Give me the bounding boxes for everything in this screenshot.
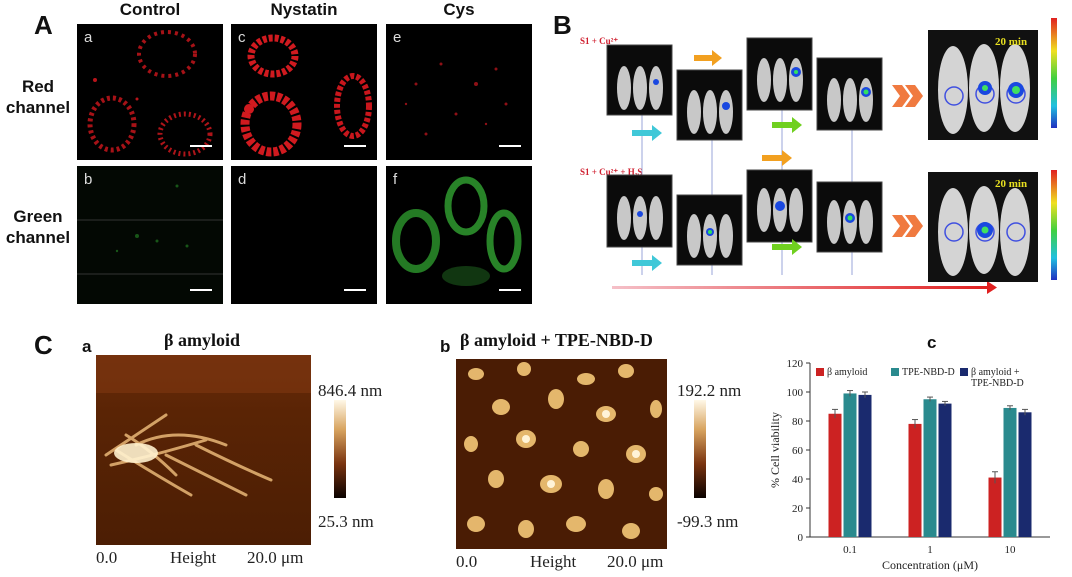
scale-bar: [190, 289, 212, 291]
micrograph-a-red-control: a: [77, 24, 223, 160]
micrograph-c-red-nystatin: c: [231, 24, 377, 160]
subpanel-label-a: a: [84, 29, 93, 46]
y-tick-label: 0: [798, 532, 804, 544]
subpanel-label-e: e: [393, 29, 402, 46]
afm-image-a: [96, 355, 311, 545]
row-label-s1-cu: S1 + Cu²⁺: [580, 36, 619, 46]
legend-swatch: [816, 368, 824, 376]
afm-axis-end-b: 20.0 μm: [607, 552, 664, 571]
bar: [923, 399, 937, 537]
y-tick-label: 20: [792, 503, 804, 515]
subpanel-label-d: d: [238, 171, 247, 188]
afm-axis-start-b: 0.0: [456, 552, 478, 571]
afm-max-b: 192.2 nm: [677, 381, 742, 400]
x-tick-label: 10: [1005, 544, 1017, 556]
afm-colorbar-a: [334, 400, 346, 498]
column-header-nystatin: Nystatin: [270, 0, 338, 19]
column-header-cys: Cys: [443, 0, 475, 19]
x-tick-label: 0.1: [843, 544, 857, 556]
legend-label: β amyloid: [827, 367, 867, 378]
micrograph-b-green-control: b: [77, 166, 223, 304]
afm-title-a: β amyloid: [164, 330, 240, 350]
scale-bar: [344, 289, 366, 291]
afm-title-b: β amyloid + TPE-NBD-D: [460, 330, 653, 350]
afm-min-b: -99.3 nm: [677, 512, 739, 531]
bar: [858, 394, 872, 537]
afm-min-a: 25.3 nm: [318, 512, 374, 531]
y-tick-label: 40: [792, 474, 804, 486]
bar: [908, 423, 922, 537]
bar: [938, 403, 952, 537]
afm-image-b: [456, 359, 667, 549]
afm-axis-end-a: 20.0 μm: [247, 548, 304, 567]
y-tick-label: 120: [787, 358, 804, 370]
legend-swatch: [891, 368, 899, 376]
micrograph-f-green-cys: f: [386, 166, 532, 304]
afm-axis-mid-b: Height: [530, 552, 577, 571]
time-arrow: [612, 286, 987, 289]
legend-label: β amyloid +: [971, 367, 1020, 378]
column-header-control: Control: [119, 0, 181, 19]
y-tick-label: 100: [787, 387, 804, 399]
subpanel-label-b: b: [84, 171, 93, 188]
bar: [828, 413, 842, 537]
legend-swatch: [960, 368, 968, 376]
scale-bar: [344, 145, 366, 147]
bar: [843, 393, 857, 537]
afm-axis-start-a: 0.0: [96, 548, 118, 567]
legend-label: TPE-NBD-D: [971, 378, 1024, 389]
micrograph-d-green-nystatin: d: [231, 166, 377, 304]
subpanel-label-cb: b: [440, 337, 451, 356]
y-tick-label: 60: [792, 445, 804, 457]
subpanel-label-ca: a: [82, 337, 92, 356]
bar: [1018, 412, 1032, 537]
row-label-s1-cu-h2s: S1 + Cu²⁺ + H₂S: [580, 167, 643, 177]
scale-bar: [499, 289, 521, 291]
panel-a-letter: A: [34, 10, 53, 40]
afm-max-a: 846.4 nm: [318, 381, 383, 400]
panel-c-letter: C: [34, 330, 53, 360]
scale-bar: [499, 145, 521, 147]
cell-viability-bar-chart: 0 20 40 60 80 100 120 % Cell viability 0.1 1 10 Con…: [768, 358, 1050, 572]
bar: [1003, 407, 1017, 537]
subpanel-label-c: c: [238, 29, 246, 46]
micrograph-e-red-cys: e: [386, 24, 532, 160]
time-label-bottom: 20 min: [995, 178, 1028, 190]
subpanel-label-f: f: [393, 171, 398, 188]
bar: [988, 477, 1002, 537]
x-axis-label: Concentration (μM): [882, 558, 978, 572]
y-tick-label: 80: [792, 416, 804, 428]
time-label-top: 20 min: [995, 36, 1028, 48]
scale-bar: [190, 145, 212, 147]
x-tick-label: 1: [927, 544, 933, 556]
y-axis-label: % Cell viability: [768, 412, 782, 488]
panel-b-letter: B: [553, 10, 572, 40]
in-vivo-imaging-figure: [606, 18, 1057, 294]
row-header-red-channel: Red channel: [5, 77, 71, 117]
row-header-green-channel: Green channel: [5, 207, 71, 247]
legend-label: TPE-NBD-D: [902, 367, 955, 378]
afm-axis-mid-a: Height: [170, 548, 217, 567]
subpanel-label-cc: c: [927, 333, 937, 352]
afm-colorbar-b: [694, 400, 706, 498]
